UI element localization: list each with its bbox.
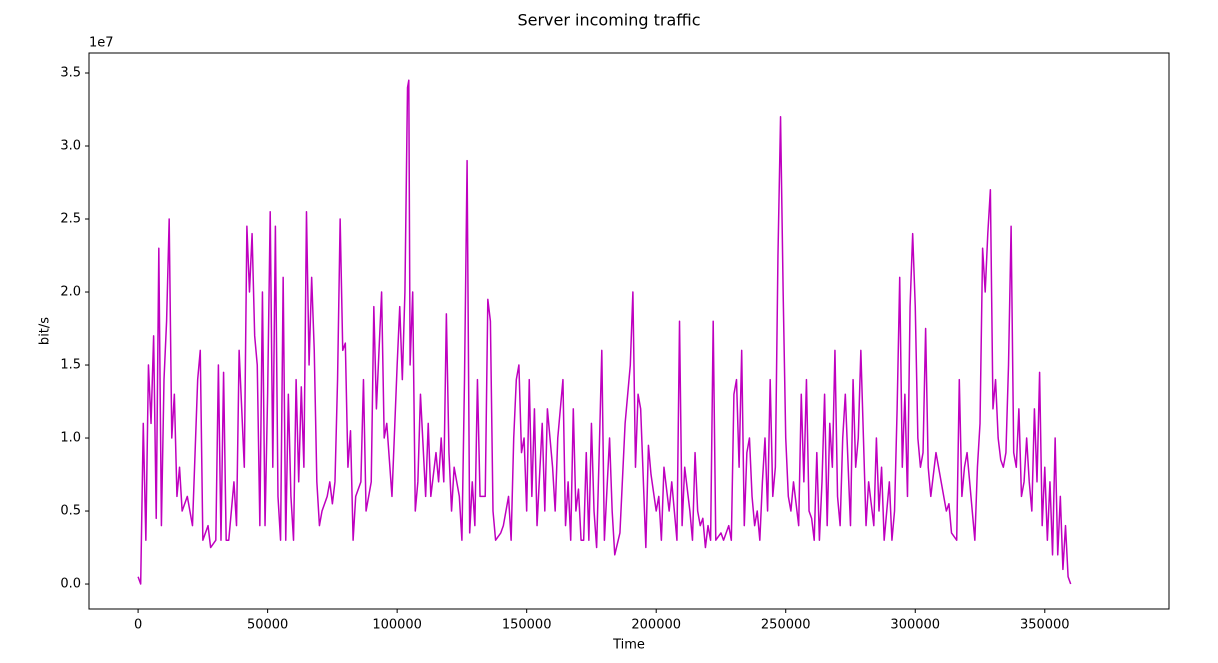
x-axis-label: Time <box>612 638 645 653</box>
y-tick-label: 3.0 <box>60 139 81 154</box>
x-tick-label: 100000 <box>372 618 422 633</box>
y-tick-label: 1.5 <box>60 358 81 373</box>
y-tick-label: 3.5 <box>60 66 81 81</box>
y-tick-label: 0.5 <box>60 504 81 519</box>
x-tick-label: 200000 <box>631 618 681 633</box>
chart-title: Server incoming traffic <box>517 11 700 30</box>
data-line <box>137 79 1072 585</box>
y-tick-label: 0.0 <box>60 577 81 592</box>
x-tick-label: 0 <box>134 618 142 633</box>
x-tick-label: 250000 <box>761 618 811 633</box>
y-axis-label: bit/s <box>38 317 53 345</box>
x-tick-label: 300000 <box>890 618 940 633</box>
y-tick-label: 2.0 <box>60 285 81 300</box>
y-tick-label: 1.0 <box>60 431 81 446</box>
y-offset-label: 1e7 <box>89 36 114 51</box>
y-tick-label: 2.5 <box>60 212 81 227</box>
x-tick-label: 350000 <box>1020 618 1070 633</box>
x-tick-label: 150000 <box>502 618 552 633</box>
x-tick-label: 50000 <box>247 618 288 633</box>
plot-frame <box>88 52 1170 610</box>
